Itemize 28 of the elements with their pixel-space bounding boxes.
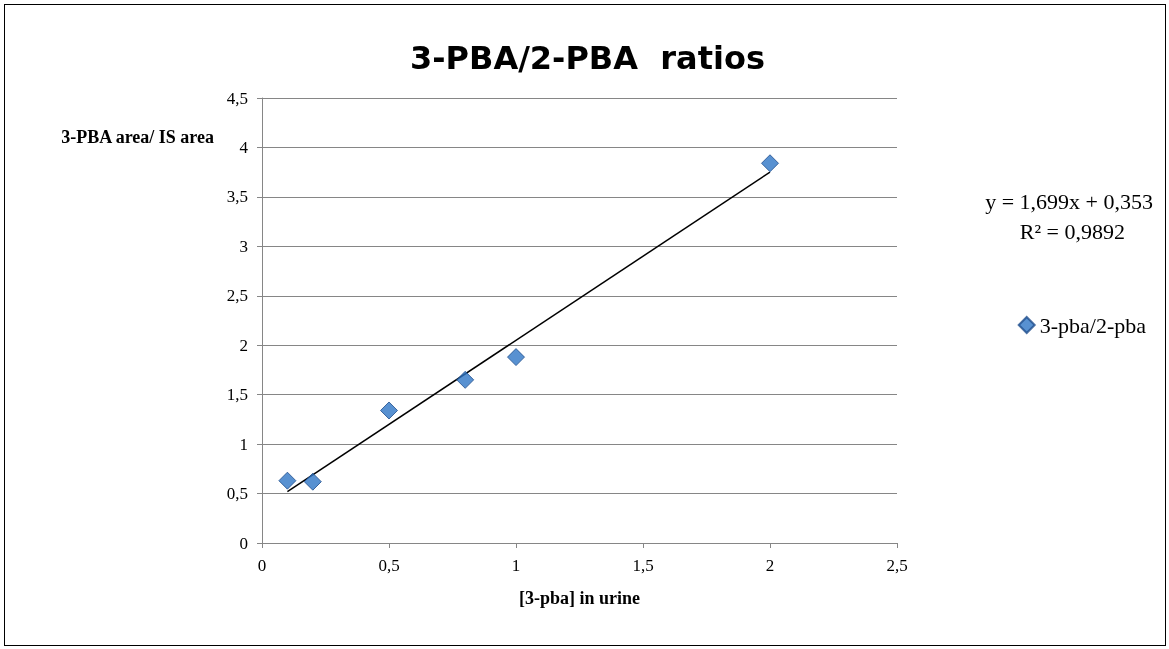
text: R² = 0,9892 bbox=[1019, 218, 1126, 244]
y-tick-label: 2,5 bbox=[226, 286, 248, 306]
x-tick-label: 2,5 bbox=[886, 556, 908, 575]
x-tick-label: 0,5 bbox=[378, 556, 400, 575]
point bbox=[303, 472, 322, 491]
point bbox=[507, 348, 525, 367]
x-tick-label: 1,5 bbox=[632, 556, 654, 575]
y-tick-label: 0 bbox=[239, 533, 248, 553]
y-tick-label: 2 bbox=[239, 335, 248, 355]
y-tick-label: 3,5 bbox=[226, 187, 248, 207]
point bbox=[380, 401, 398, 420]
point bbox=[456, 370, 475, 389]
text: y = 1,699x + 0,353 bbox=[985, 188, 1154, 214]
y-tick-label: 3 bbox=[239, 236, 248, 256]
x-tick-label: 1 bbox=[511, 556, 521, 575]
point bbox=[761, 154, 779, 173]
y-tick-label: 4 bbox=[239, 137, 249, 157]
y-tick-label: 4,5 bbox=[226, 88, 248, 108]
y-axis-title: 3-PBA area/ IS area bbox=[61, 127, 214, 147]
chart-title: 3-PBA/2-PBA ratios bbox=[410, 39, 765, 77]
x-axis-title: [3-pba] in urine bbox=[518, 588, 641, 608]
x-tick-label: 0 bbox=[257, 556, 267, 575]
point bbox=[278, 471, 297, 490]
legend-label: 3-pba/2-pba bbox=[1039, 312, 1147, 338]
y-tick-label: 1,5 bbox=[226, 385, 248, 405]
y-tick-label: 1 bbox=[239, 434, 248, 454]
y-tick-label: 0,5 bbox=[226, 484, 248, 504]
x-tick-label: 2 bbox=[765, 556, 775, 575]
